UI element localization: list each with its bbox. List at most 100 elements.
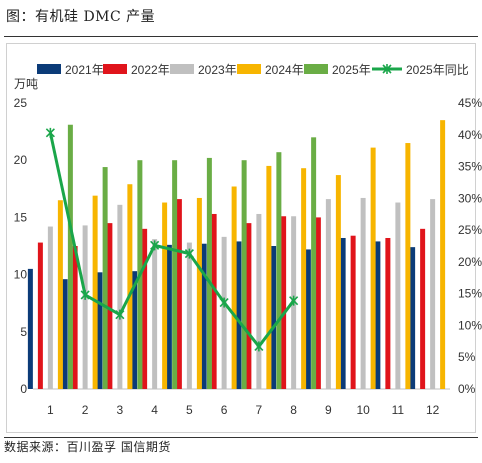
x-tick-label: 7 <box>256 403 263 417</box>
bar-2021-6 <box>201 243 207 389</box>
x-tick-label: 8 <box>290 403 297 417</box>
bar-2023-11 <box>395 202 401 389</box>
legend-item: 2025年同比 <box>372 63 469 77</box>
x-tick-label: 1 <box>47 403 54 417</box>
bar-2024-3 <box>127 184 133 389</box>
x-tick-label: 9 <box>325 403 332 417</box>
y2-tick-label: 45% <box>458 96 482 110</box>
bar-2023-10 <box>360 197 366 389</box>
bar-2022-7 <box>246 223 252 389</box>
bar-2021-7 <box>236 241 242 389</box>
bar-2025-2 <box>102 167 108 389</box>
bar-2022-12 <box>420 228 426 389</box>
chart-title: 图：有机硅 DMC 产量 <box>6 9 156 25</box>
legend-label: 2022年 <box>131 63 170 77</box>
bar-2022-6 <box>211 213 217 389</box>
bar-2023-7 <box>256 213 262 389</box>
bar-2023-1 <box>47 226 53 389</box>
bar-2024-10 <box>370 147 376 389</box>
bar-2022-4 <box>142 228 148 389</box>
legend-swatch <box>237 64 261 74</box>
chart-frame <box>6 43 476 433</box>
bar-2021-9 <box>305 249 311 389</box>
legend-item: 2024年 <box>237 63 304 77</box>
legend-swatch <box>304 64 328 74</box>
bar-2024-8 <box>301 168 307 389</box>
bar-2021-2 <box>62 279 68 389</box>
x-tick-label: 6 <box>221 403 228 417</box>
yoy-point-marker <box>184 248 194 259</box>
bar-2021-3 <box>97 272 103 389</box>
y-tick-label: 25 <box>14 96 28 110</box>
legend-swatch <box>103 64 127 74</box>
yoy-point-marker <box>254 341 264 352</box>
bar-2023-12 <box>430 199 436 389</box>
x-tick-label: 3 <box>117 403 124 417</box>
bar-2021-1 <box>27 268 33 389</box>
legend-label: 2021年 <box>65 63 104 77</box>
bar-2024-6 <box>231 186 237 389</box>
bar-2024-5 <box>196 197 202 389</box>
y2-tick-label: 5% <box>458 350 476 364</box>
y2-tick-label: 30% <box>458 191 482 205</box>
y-tick-label: 5 <box>20 325 27 339</box>
bar-2025-6 <box>241 160 247 389</box>
chart-bars <box>27 120 446 390</box>
bar-2022-11 <box>385 237 391 389</box>
y-axis-unit-label: 万吨 <box>14 77 38 91</box>
y2-tick-label: 35% <box>458 160 482 174</box>
bar-2021-12 <box>410 247 416 389</box>
x-tick-label: 4 <box>151 403 158 417</box>
bar-2024-2 <box>92 195 98 389</box>
bar-2023-5 <box>186 242 192 389</box>
legend-label: 2024年 <box>265 63 304 77</box>
bar-2022-10 <box>350 235 356 389</box>
legend-swatch <box>170 64 194 74</box>
x-tick-label: 5 <box>186 403 193 417</box>
y2-tick-label: 0% <box>458 382 476 396</box>
yoy-line-path <box>48 132 295 348</box>
y2-tick-label: 40% <box>458 128 482 142</box>
legend-label: 2025年 <box>332 63 371 77</box>
bar-2025-7 <box>276 152 282 389</box>
bar-2023-9 <box>325 199 331 389</box>
source-divider <box>4 437 478 438</box>
yoy-line-series <box>45 127 299 352</box>
bar-2025-1 <box>67 124 73 390</box>
y2-tick-label: 20% <box>458 255 482 269</box>
chart-legend: 2021年 2022年 2023年 2024年 2025年 2025年同比 <box>37 63 469 77</box>
bar-2022-2 <box>72 246 78 389</box>
bar-2023-2 <box>82 225 88 389</box>
legend-item: 2025年 <box>304 63 371 77</box>
x-tick-label: 2 <box>82 403 89 417</box>
yoy-point-marker <box>45 127 55 138</box>
bar-2024-4 <box>162 202 168 389</box>
y-tick-label: 0 <box>20 382 27 396</box>
legend-item: 2023年 <box>170 63 237 77</box>
bar-2021-11 <box>375 241 381 389</box>
x-tick-label: 11 <box>392 403 405 417</box>
yoy-point-marker <box>80 289 90 300</box>
title-divider <box>4 36 478 37</box>
bar-2023-3 <box>117 204 123 389</box>
bar-2021-4 <box>132 271 138 389</box>
bar-2024-1 <box>57 200 63 389</box>
legend-swatch <box>37 64 61 74</box>
x-tick-label: 12 <box>426 403 440 417</box>
legend-item: 2021年 <box>37 63 104 77</box>
bar-2021-8 <box>271 246 277 389</box>
bar-2024-12 <box>440 120 446 389</box>
bar-2022-1 <box>37 242 43 389</box>
yoy-point-marker <box>219 297 229 308</box>
bar-2025-5 <box>206 157 212 389</box>
chart-axes: 万吨05101520250%5%10%15%20%25%30%35%40%45%… <box>14 77 482 417</box>
bar-2025-4 <box>172 160 178 389</box>
legend-label: 2023年 <box>198 63 237 77</box>
yoy-point-marker <box>115 309 125 320</box>
y-tick-label: 20 <box>14 153 28 167</box>
bar-2022-8 <box>281 216 287 389</box>
y2-tick-label: 15% <box>458 287 482 301</box>
legend-label: 2025年同比 <box>406 63 469 77</box>
bar-2022-5 <box>176 199 182 389</box>
